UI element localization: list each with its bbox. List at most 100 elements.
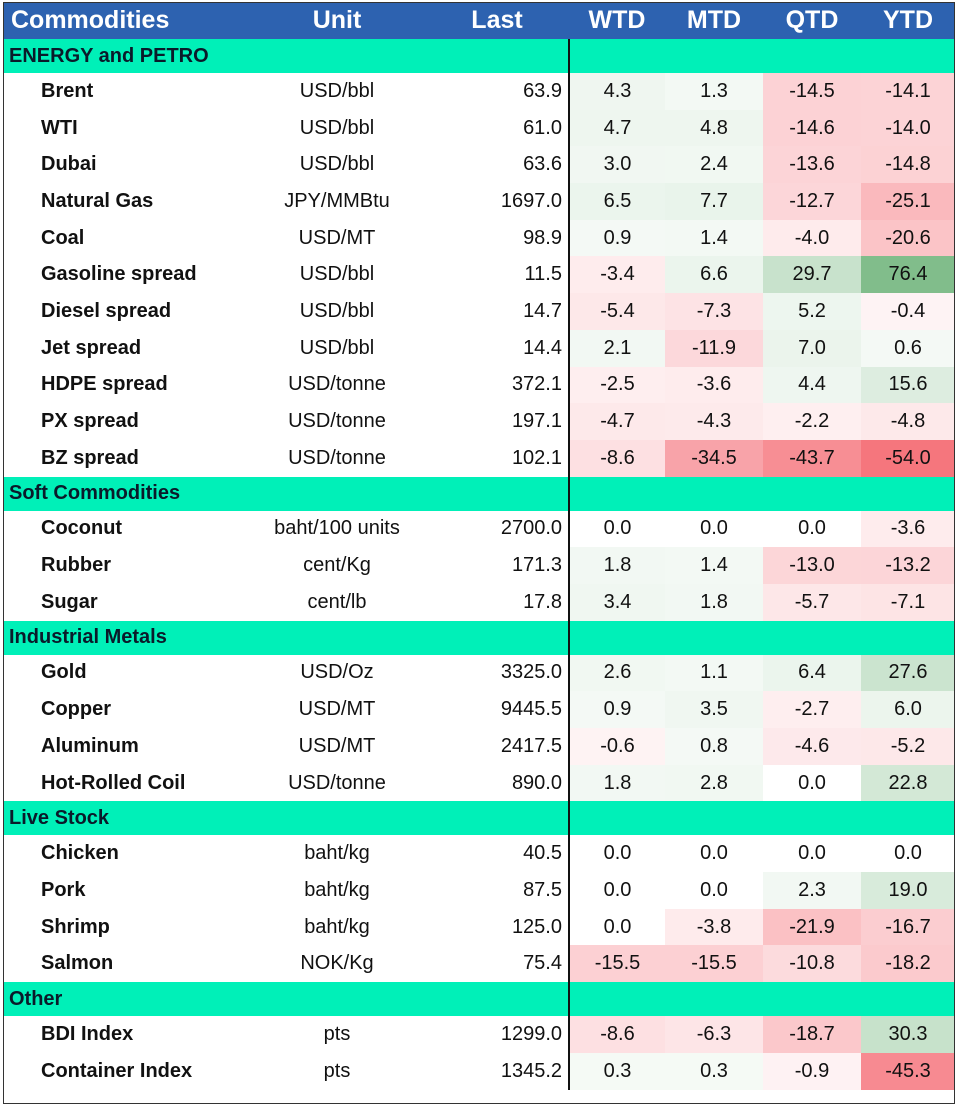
commodity-name: Diesel spread xyxy=(3,293,249,330)
ytd-value: -14.8 xyxy=(861,146,955,184)
wtd-value: -8.6 xyxy=(569,439,665,477)
mtd-value: 1.8 xyxy=(665,583,763,621)
ytd-value: 6.0 xyxy=(861,691,955,728)
header-last: Last xyxy=(425,2,569,39)
mtd-value: 3.5 xyxy=(665,691,763,728)
commodity-name: WTI xyxy=(3,109,249,147)
table-row: Sugar cent/lb 17.8 3.4 1.8 -5.7 -7.1 xyxy=(3,583,955,621)
commodity-unit: USD/bbl xyxy=(249,109,425,147)
commodity-last: 890.0 xyxy=(425,764,570,802)
section-title: ENERGY and PETRO xyxy=(3,39,249,73)
commodity-name: Brent xyxy=(3,73,249,110)
section-fill xyxy=(249,982,425,1017)
commodity-unit: baht/kg xyxy=(249,872,425,909)
mtd-value: 0.8 xyxy=(665,728,763,765)
section-fill xyxy=(249,39,425,73)
qtd-value: -2.2 xyxy=(763,403,861,440)
mtd-value: -7.3 xyxy=(665,293,763,330)
table-row: PX spread USD/tonne 197.1 -4.7 -4.3 -2.2 -4.8 xyxy=(3,403,955,440)
table-row: Gold USD/Oz 3325.0 2.6 1.1 6.4 27.6 xyxy=(3,654,955,692)
commodity-name: Container Index xyxy=(3,1052,249,1090)
table-row: BDI Index pts 1299.0 -8.6 -6.3 -18.7 30.3 xyxy=(3,1016,955,1053)
ytd-value: -25.1 xyxy=(861,183,955,220)
commodity-last: 125.0 xyxy=(425,908,570,946)
commodity-name: BZ spread xyxy=(3,439,249,477)
ytd-value: -45.3 xyxy=(861,1052,955,1090)
commodity-name: Chicken xyxy=(3,835,249,873)
ytd-value: -16.7 xyxy=(861,908,955,946)
commodity-last: 1345.2 xyxy=(425,1052,570,1090)
mtd-value: 0.3 xyxy=(665,1052,763,1090)
ytd-value: -0.4 xyxy=(861,293,955,330)
commodity-name: Pork xyxy=(3,872,249,909)
commodity-name: Aluminum xyxy=(3,728,249,765)
commodity-name: Dubai xyxy=(3,146,249,184)
table-row: Hot-Rolled Coil USD/tonne 890.0 1.8 2.8 0.0 22… xyxy=(3,764,955,802)
wtd-value: 0.9 xyxy=(569,691,665,728)
qtd-value: -43.7 xyxy=(763,439,861,477)
commodity-last: 2417.5 xyxy=(425,728,570,765)
table-row: Rubber cent/Kg 171.3 1.8 1.4 -13.0 -13.2 xyxy=(3,547,955,584)
commodities-table-container: Commodities Unit Last WTD MTD QTD YTD EN… xyxy=(3,2,955,1090)
ytd-value: -14.1 xyxy=(861,73,955,110)
mtd-value: 6.6 xyxy=(665,256,763,294)
ytd-value: -54.0 xyxy=(861,439,955,477)
wtd-value: 0.0 xyxy=(569,872,665,909)
qtd-value: 0.0 xyxy=(763,764,861,802)
section-fill xyxy=(249,476,425,511)
wtd-value: 4.3 xyxy=(569,73,665,110)
section-fill xyxy=(569,620,955,655)
mtd-value: -6.3 xyxy=(665,1016,763,1053)
commodity-last: 372.1 xyxy=(425,366,570,404)
commodity-last: 14.4 xyxy=(425,329,570,367)
table-row: Brent USD/bbl 63.9 4.3 1.3 -14.5 -14.1 xyxy=(3,73,955,110)
table-row: WTI USD/bbl 61.0 4.7 4.8 -14.6 -14.0 xyxy=(3,109,955,147)
wtd-value: -4.7 xyxy=(569,403,665,440)
section-title: Soft Commodities xyxy=(3,476,249,511)
header-row: Commodities Unit Last WTD MTD QTD YTD xyxy=(3,2,955,39)
commodities-table: Commodities Unit Last WTD MTD QTD YTD EN… xyxy=(3,2,955,1090)
commodity-unit: cent/Kg xyxy=(249,547,425,584)
mtd-value: 4.8 xyxy=(665,109,763,147)
header-qtd: QTD xyxy=(763,2,861,39)
mtd-value: -11.9 xyxy=(665,329,763,367)
section-fill xyxy=(569,801,955,836)
ytd-value: 0.0 xyxy=(861,835,955,873)
commodity-last: 102.1 xyxy=(425,439,570,477)
commodity-unit: USD/tonne xyxy=(249,439,425,477)
section-fill xyxy=(425,982,570,1017)
ytd-value: 76.4 xyxy=(861,256,955,294)
wtd-value: 0.0 xyxy=(569,835,665,873)
commodity-unit: USD/bbl xyxy=(249,146,425,184)
commodity-last: 171.3 xyxy=(425,547,570,584)
table-row: Natural Gas JPY/MMBtu 1697.0 6.5 7.7 -12.7 -25… xyxy=(3,183,955,220)
commodity-unit: USD/tonne xyxy=(249,764,425,802)
qtd-value: 2.3 xyxy=(763,872,861,909)
ytd-value: -4.8 xyxy=(861,403,955,440)
mtd-value: 0.0 xyxy=(665,510,763,548)
commodity-unit: JPY/MMBtu xyxy=(249,183,425,220)
commodity-last: 14.7 xyxy=(425,293,570,330)
qtd-value: -21.9 xyxy=(763,908,861,946)
ytd-value: -7.1 xyxy=(861,583,955,621)
qtd-value: -5.7 xyxy=(763,583,861,621)
commodity-name: BDI Index xyxy=(3,1016,249,1053)
wtd-value: 0.9 xyxy=(569,219,665,257)
header-commodities: Commodities xyxy=(3,2,249,39)
mtd-value: 1.4 xyxy=(665,219,763,257)
section-fill xyxy=(249,801,425,836)
section-fill xyxy=(569,476,955,511)
commodity-name: HDPE spread xyxy=(3,366,249,404)
qtd-value: -13.0 xyxy=(763,547,861,584)
section-fill xyxy=(425,476,570,511)
table-row: Aluminum USD/MT 2417.5 -0.6 0.8 -4.6 -5.2 xyxy=(3,728,955,765)
wtd-value: -8.6 xyxy=(569,1016,665,1053)
commodity-last: 40.5 xyxy=(425,835,570,873)
table-row: Gasoline spread USD/bbl 11.5 -3.4 6.6 29.7 76.… xyxy=(3,256,955,294)
wtd-value: 2.1 xyxy=(569,329,665,367)
table-row: Container Index pts 1345.2 0.3 0.3 -0.9 -45.3 xyxy=(3,1052,955,1090)
table-body: ENERGY and PETRO Brent USD/bbl 63.9 4.3 1.3 -1… xyxy=(3,39,955,1090)
commodity-unit: USD/MT xyxy=(249,691,425,728)
qtd-value: -13.6 xyxy=(763,146,861,184)
table-row: Chicken baht/kg 40.5 0.0 0.0 0.0 0.0 xyxy=(3,835,955,873)
